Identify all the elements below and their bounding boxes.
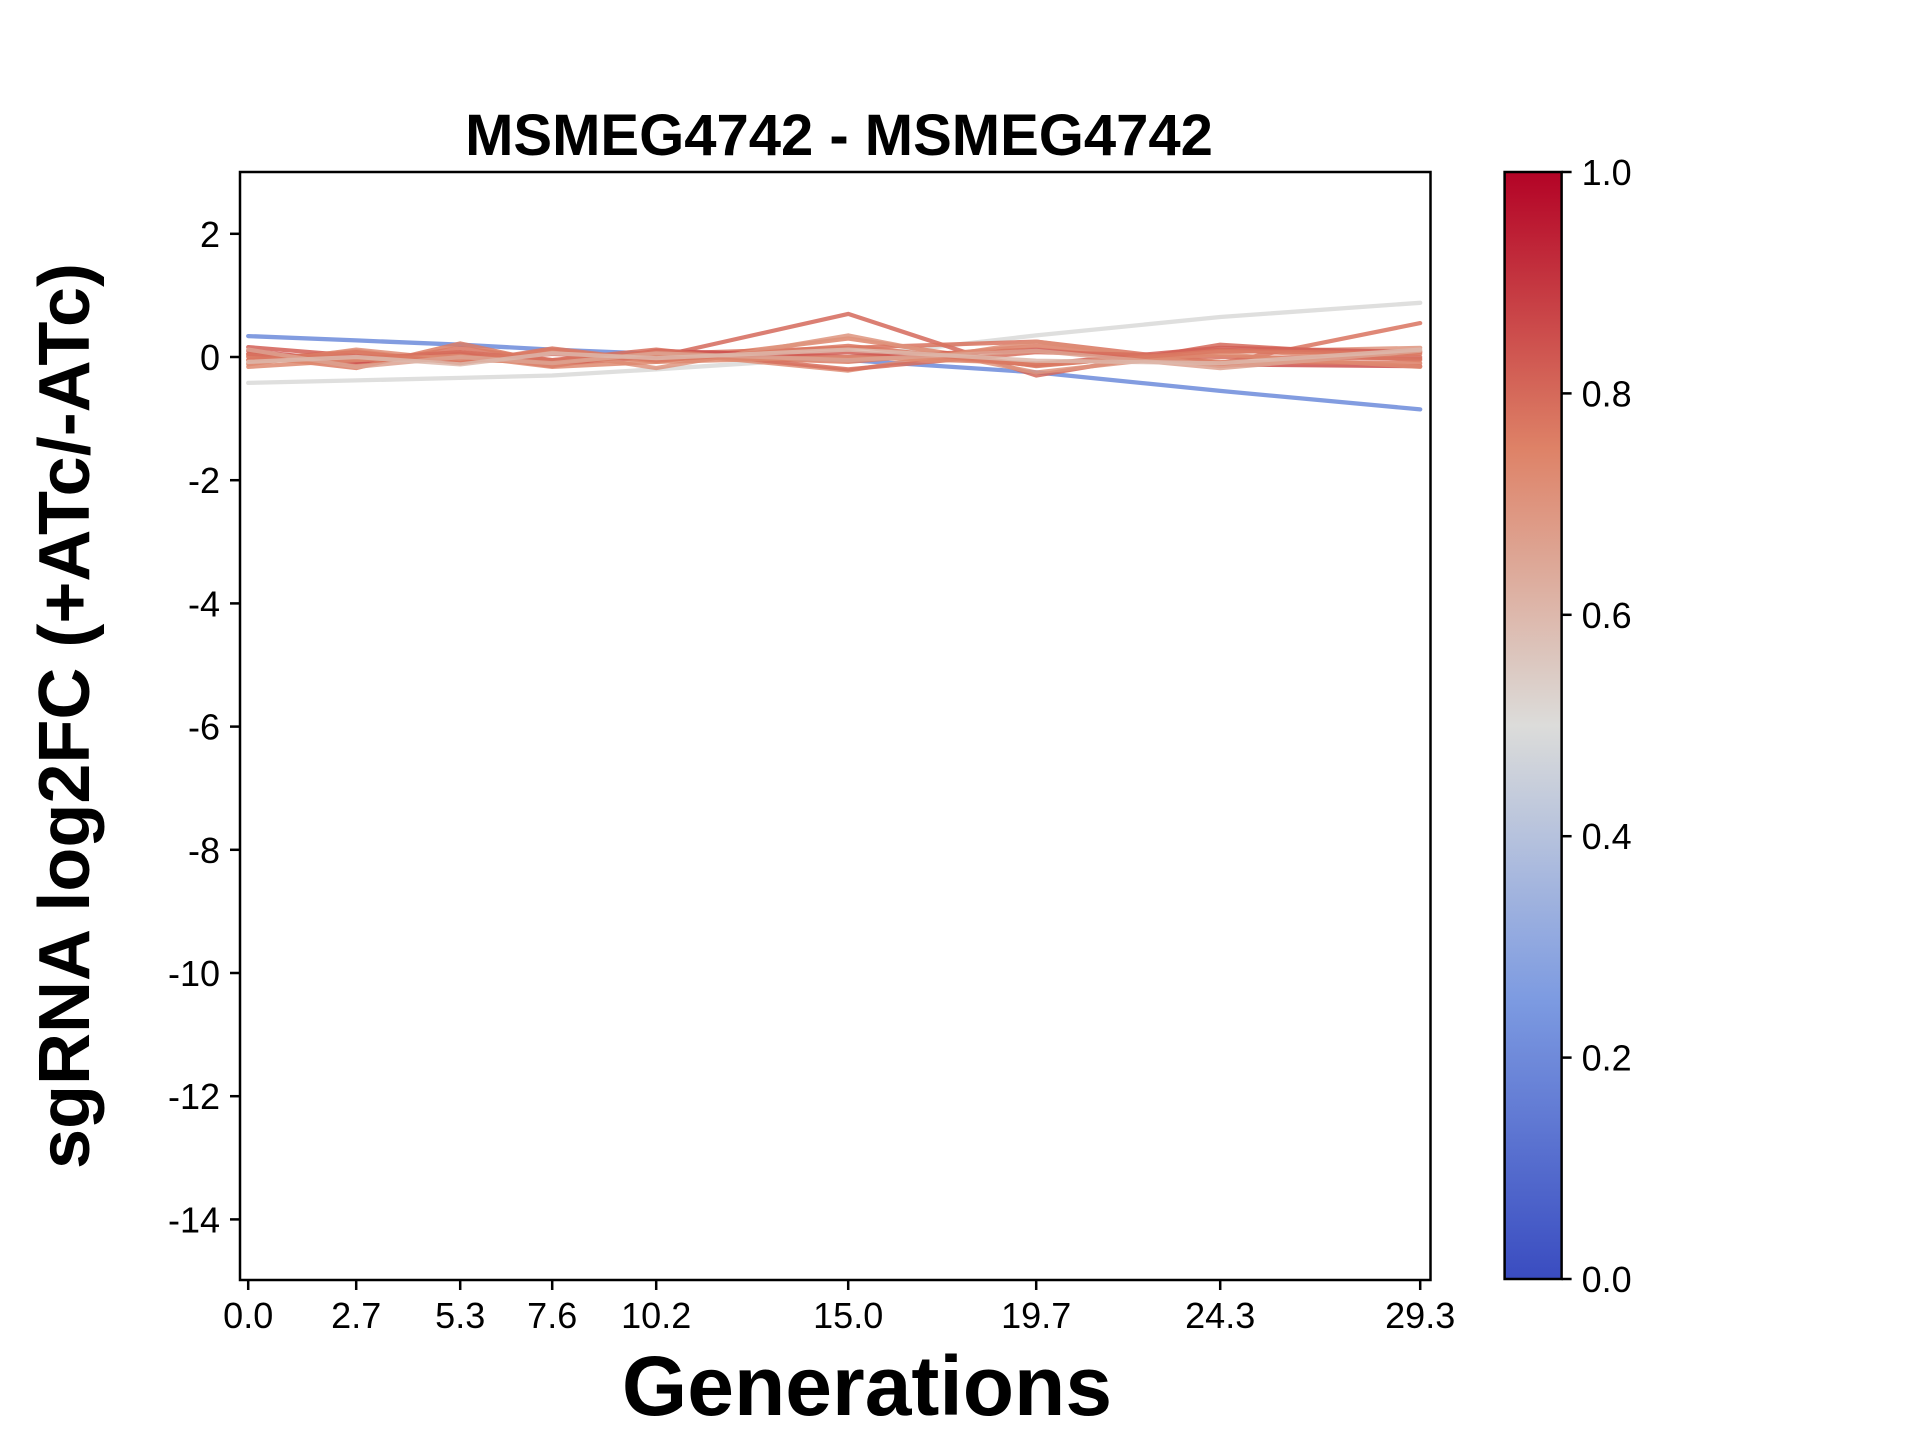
svg-text:5.3: 5.3 [435,1295,485,1336]
svg-text:MSMEG4742 - MSMEG4742: MSMEG4742 - MSMEG4742 [465,103,1213,168]
svg-text:0.2: 0.2 [1582,1038,1632,1079]
svg-text:15.0: 15.0 [813,1295,883,1336]
svg-text:2: 2 [200,214,220,255]
svg-text:0.0: 0.0 [1582,1259,1632,1300]
svg-text:10.2: 10.2 [621,1295,691,1336]
svg-text:-4: -4 [188,583,220,624]
svg-text:0.6: 0.6 [1582,595,1632,636]
svg-text:Generations: Generations [622,1339,1112,1433]
svg-text:-14: -14 [168,1199,220,1240]
svg-text:-10: -10 [168,953,220,994]
svg-text:29.3: 29.3 [1385,1295,1455,1336]
svg-text:1.0: 1.0 [1582,152,1632,193]
svg-text:0: 0 [200,337,220,378]
svg-text:24.3: 24.3 [1185,1295,1255,1336]
svg-text:-6: -6 [188,707,220,748]
svg-text:7.6: 7.6 [527,1295,577,1336]
svg-text:2.7: 2.7 [331,1295,381,1336]
svg-text:0.0: 0.0 [223,1295,273,1336]
svg-text:-8: -8 [188,830,220,871]
svg-text:0.8: 0.8 [1582,373,1632,414]
svg-text:0.4: 0.4 [1582,816,1632,857]
svg-text:-2: -2 [188,460,220,501]
svg-text:19.7: 19.7 [1001,1295,1071,1336]
svg-text:-12: -12 [168,1076,220,1117]
svg-text:sgRNA log2FC (+ATc/-ATc): sgRNA log2FC (+ATc/-ATc) [25,263,105,1169]
